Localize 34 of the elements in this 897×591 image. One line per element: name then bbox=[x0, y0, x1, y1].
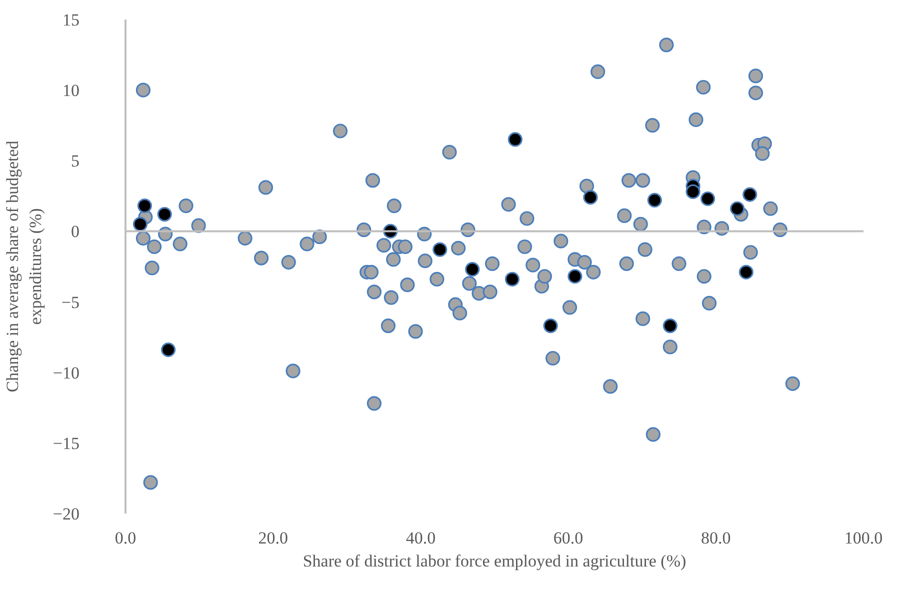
point bbox=[504, 272, 520, 286]
y-tick-label: −15 bbox=[52, 434, 80, 453]
point bbox=[568, 269, 582, 284]
point bbox=[742, 187, 758, 202]
point bbox=[157, 206, 172, 222]
point bbox=[662, 318, 678, 334]
y-tick-label: −20 bbox=[52, 504, 80, 524]
point bbox=[686, 184, 700, 199]
y-tick-label: −10 bbox=[52, 363, 80, 382]
x-tick-label: 60.0 bbox=[553, 528, 584, 548]
x-axis-title: Share of district labor force employed in agriculture (%) bbox=[302, 552, 686, 570]
point bbox=[137, 198, 152, 214]
x-tick-label: 0.0 bbox=[114, 528, 136, 548]
y-tick-label: −5 bbox=[61, 292, 80, 312]
point bbox=[132, 216, 148, 232]
x-tick-label: 80.0 bbox=[701, 528, 731, 548]
x-tick-label: 20.0 bbox=[258, 528, 288, 548]
point bbox=[465, 262, 480, 277]
point bbox=[730, 201, 745, 216]
point bbox=[583, 190, 598, 205]
point bbox=[432, 242, 448, 257]
y-tick-label: 15 bbox=[62, 10, 80, 30]
point bbox=[700, 191, 716, 206]
y-tick-label: 10 bbox=[62, 81, 80, 100]
point bbox=[508, 132, 522, 147]
y-tick-label: 0 bbox=[71, 222, 80, 242]
y-tick-label: 5 bbox=[71, 152, 80, 171]
x-tick-label: 100.0 bbox=[844, 528, 883, 548]
x-tick-label: 40.0 bbox=[406, 528, 436, 548]
point bbox=[161, 342, 176, 358]
point bbox=[543, 318, 558, 334]
y-axis-title: Change in average share of budgeted expenditures (%) bbox=[3, 140, 45, 392]
point bbox=[647, 192, 662, 208]
point bbox=[738, 264, 754, 280]
